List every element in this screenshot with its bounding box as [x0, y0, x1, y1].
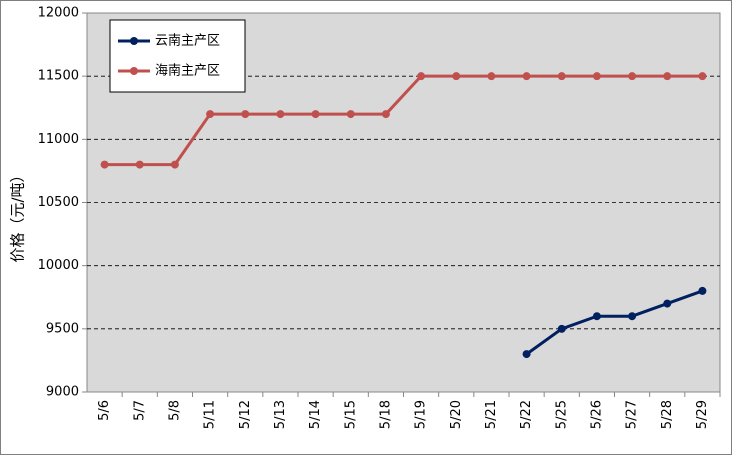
y-tick-label: 10500 — [38, 195, 79, 210]
x-tick-label: 5/29 — [695, 400, 710, 429]
point — [346, 110, 355, 119]
x-tick-label: 5/26 — [589, 400, 604, 429]
point — [381, 110, 390, 119]
point — [276, 110, 285, 119]
y-tick-label: 9500 — [46, 321, 79, 336]
x-tick-label: 5/13 — [273, 400, 288, 429]
y-tick-label: 10000 — [38, 258, 79, 273]
y-tick-label: 12000 — [38, 6, 79, 21]
point — [170, 160, 179, 169]
point — [100, 160, 109, 169]
x-tick-label: 5/28 — [660, 400, 675, 429]
point — [698, 286, 707, 295]
point — [241, 110, 250, 119]
x-tick-label: 5/25 — [554, 400, 569, 429]
point — [522, 72, 531, 81]
point — [452, 72, 461, 81]
x-tick-label: 5/8 — [167, 400, 182, 421]
point — [557, 324, 566, 333]
point — [628, 312, 637, 321]
point — [663, 72, 672, 81]
point — [487, 72, 496, 81]
x-tick-label: 5/6 — [97, 400, 112, 421]
x-tick-label: 5/12 — [238, 400, 253, 429]
series-line — [104, 74, 703, 167]
x-tick-label: 5/22 — [519, 400, 534, 429]
y-axis-label: 价格（元/吨） — [9, 167, 27, 262]
x-tick-label: 5/18 — [378, 400, 393, 429]
x-tick-label: 5/20 — [449, 400, 464, 429]
legend-marker — [130, 37, 138, 45]
x-tick-label: 5/14 — [308, 400, 323, 429]
point — [557, 72, 566, 81]
x-tick-label: 5/21 — [484, 400, 499, 429]
point — [311, 110, 320, 119]
point — [417, 72, 426, 81]
legend-marker — [130, 67, 138, 75]
y-tick-label: 9000 — [46, 385, 79, 400]
x-tick-label: 5/19 — [414, 400, 429, 429]
point — [698, 72, 707, 81]
x-tick-label: 5/7 — [132, 400, 147, 421]
y-tick-label: 11500 — [38, 69, 79, 84]
point — [663, 299, 672, 308]
x-tick-label: 5/27 — [625, 400, 640, 429]
legend — [109, 19, 246, 93]
point — [206, 110, 215, 119]
point — [628, 72, 637, 81]
legend-label: 云南主产区 — [155, 33, 220, 49]
y-tick-label: 11000 — [38, 132, 79, 147]
point — [592, 312, 601, 321]
x-tick-label: 5/15 — [343, 400, 358, 429]
legend-label: 海南主产区 — [155, 63, 220, 79]
point — [135, 160, 144, 169]
x-tick-label: 5/11 — [203, 400, 218, 429]
series-line — [525, 289, 703, 356]
point — [592, 72, 601, 81]
point — [522, 350, 531, 359]
